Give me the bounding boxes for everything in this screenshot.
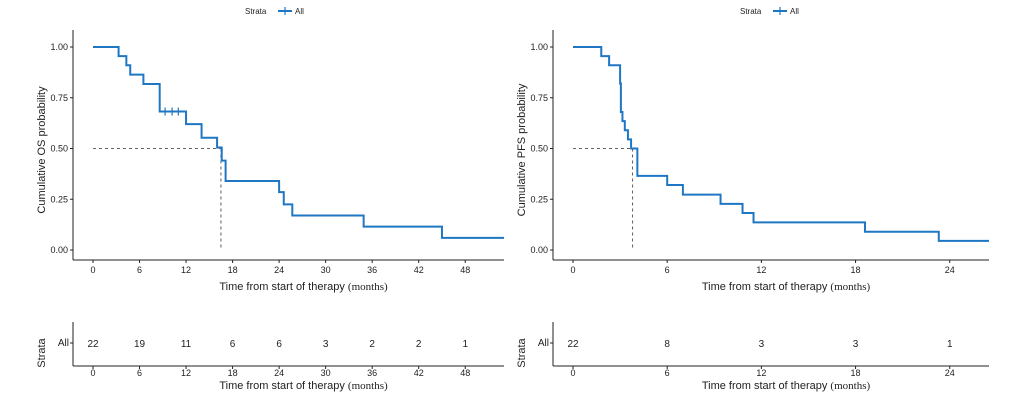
risk-count: 11 — [181, 339, 192, 350]
risk-table-x-tick-label: 12 — [756, 368, 766, 378]
risk-table-x-tick-label: 30 — [321, 368, 331, 378]
risk-table-x-label: Time from start of therapy (months) — [702, 380, 871, 392]
risk-table-y-label: Strata — [516, 337, 528, 367]
risk-table-x-tick-label: 0 — [90, 368, 95, 378]
risk-count: 8 — [664, 339, 670, 350]
risk-table-x-tick-label: 24 — [945, 368, 955, 378]
y-tick-label: 0.75 — [50, 93, 68, 103]
legend-title: Strata — [245, 7, 267, 16]
y-tick-label: 0.00 — [50, 245, 68, 255]
risk-table-x-label-unit: (months) — [830, 380, 870, 392]
y-tick-label: 0.25 — [530, 194, 548, 204]
risk-table-x-tick-label: 12 — [181, 368, 191, 378]
y-axis-label: Cumulative PFS probability — [516, 83, 528, 216]
risk-count: 6 — [230, 339, 236, 350]
x-axis-label-unit: (months) — [348, 281, 388, 293]
risk-count: 1 — [462, 339, 468, 350]
risk-count: 3 — [323, 339, 329, 350]
risk-table-x-label: Time from start of therapy (months) — [219, 380, 388, 392]
risk-table-y-label: Strata — [36, 337, 48, 367]
y-tick-label: 0.75 — [530, 93, 548, 103]
y-tick-label: 0.50 — [530, 144, 548, 154]
risk-table-x-tick-label: 6 — [665, 368, 670, 378]
x-tick-label: 0 — [90, 265, 95, 275]
x-tick-label: 6 — [665, 265, 670, 275]
os-panel: Strata All 0.00 0.25 0.50 0.75 1.00 Cumulative … — [36, 7, 504, 392]
x-axis-label-unit: (months) — [830, 281, 870, 293]
risk-table-x-tick-label: 24 — [274, 368, 284, 378]
legend: Strata All — [245, 7, 304, 16]
x-tick-label: 36 — [367, 265, 377, 275]
x-tick-label: 30 — [321, 265, 331, 275]
x-axis-label-text: Time from start of therapy — [219, 281, 348, 293]
x-tick-label: 24 — [945, 265, 955, 275]
y-tick-label: 1.00 — [530, 42, 548, 52]
risk-count: 3 — [759, 339, 765, 350]
legend-title: Strata — [740, 7, 762, 16]
risk-count: 1 — [947, 339, 953, 350]
x-axis-label: Time from start of therapy (months) — [702, 281, 871, 293]
x-tick-label: 6 — [137, 265, 142, 275]
legend: Strata All — [740, 7, 799, 16]
x-tick-label: 48 — [460, 265, 470, 275]
legend-entry: All — [295, 7, 304, 16]
risk-table-row-label: All — [58, 338, 69, 349]
risk-count: 19 — [134, 339, 146, 350]
risk-count: 3 — [853, 339, 859, 350]
risk-table-x-label-unit: (months) — [348, 380, 388, 392]
risk-table-x-tick-label: 36 — [367, 368, 377, 378]
risk-table-x-label-text: Time from start of therapy — [702, 380, 831, 392]
pfs-panel: Strata All 0.00 0.25 0.50 0.75 1.00 Cumulative … — [516, 7, 989, 392]
y-axis-label: Cumulative OS probability — [36, 86, 48, 214]
risk-count: 22 — [87, 339, 99, 350]
risk-table-x-tick-label: 48 — [460, 368, 470, 378]
x-tick-label: 42 — [414, 265, 424, 275]
y-tick-label: 0.25 — [50, 194, 68, 204]
risk-table-x-tick-label: 6 — [137, 368, 142, 378]
x-tick-label: 18 — [851, 265, 861, 275]
risk-count: 22 — [567, 339, 579, 350]
y-tick-label: 0.00 — [530, 245, 548, 255]
legend-entry: All — [790, 7, 799, 16]
survival-curve-all — [93, 46, 504, 239]
x-tick-label: 18 — [228, 265, 238, 275]
risk-table-x-tick-label: 18 — [228, 368, 238, 378]
x-tick-label: 12 — [181, 265, 191, 275]
risk-table-x-tick-label: 0 — [570, 368, 575, 378]
risk-table-x-label-text: Time from start of therapy — [219, 380, 348, 392]
risk-count: 2 — [416, 339, 422, 350]
y-tick-label: 1.00 — [50, 42, 68, 52]
risk-table-x-tick-label: 18 — [851, 368, 861, 378]
y-tick-label: 0.50 — [50, 144, 68, 154]
survival-curve-all — [573, 46, 989, 242]
x-tick-label: 0 — [570, 265, 575, 275]
x-tick-label: 12 — [756, 265, 766, 275]
risk-table-row-label: All — [538, 338, 549, 349]
risk-count: 6 — [276, 339, 282, 350]
x-axis-label-text: Time from start of therapy — [702, 281, 831, 293]
x-axis-label: Time from start of therapy (months) — [219, 281, 388, 293]
risk-table-x-tick-label: 42 — [414, 368, 424, 378]
risk-count: 2 — [369, 339, 375, 350]
x-tick-label: 24 — [274, 265, 284, 275]
